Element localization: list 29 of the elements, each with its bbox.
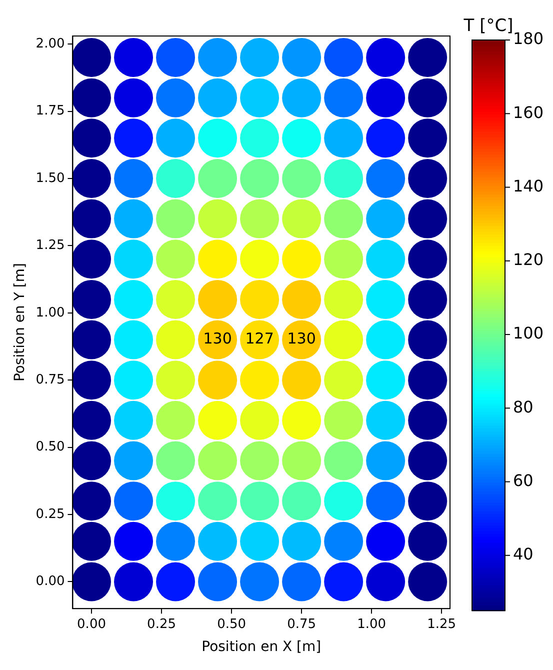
y-tick-label: 1.25	[36, 238, 65, 254]
annotation: 130	[287, 330, 316, 348]
color-bar-label: 160	[513, 102, 544, 122]
color-bar-label: 100	[513, 324, 544, 343]
x-tick-label: 0.50	[217, 616, 246, 632]
x-tick-label: 0.75	[287, 616, 316, 632]
x-axis-title: Position en X [m]	[202, 639, 322, 656]
y-tick-label: 0.75	[36, 372, 65, 388]
y-tick-label: 1.00	[36, 305, 65, 320]
color-bar-label: 80	[513, 397, 534, 416]
color-bar-label: 40	[513, 544, 534, 564]
y-tick-label: 2.00	[36, 36, 65, 52]
x-tick-label: 1.25	[427, 616, 456, 632]
y-tick-label: 0.50	[36, 440, 65, 455]
annotation: 127	[245, 330, 274, 348]
y-tick-label: 0.00	[36, 574, 65, 590]
x-tick-label: 0.25	[147, 616, 176, 632]
color-bar-label: 140	[513, 176, 544, 196]
color-bar-title: T [°C]	[462, 16, 514, 36]
y-tick-label: 1.50	[36, 170, 65, 186]
color-bar-label: 180	[513, 29, 544, 48]
annotation: 130	[203, 330, 232, 348]
x-tick-label: 0.00	[77, 616, 106, 632]
x-tick-label: 1.00	[357, 616, 386, 632]
y-tick-label: 0.25	[36, 506, 65, 522]
color-bar-label: 120	[513, 250, 544, 270]
y-axis-title: Position en Y [m]	[12, 263, 28, 382]
y-tick-label: 1.75	[36, 104, 65, 119]
color-bar-label: 60	[513, 470, 534, 490]
